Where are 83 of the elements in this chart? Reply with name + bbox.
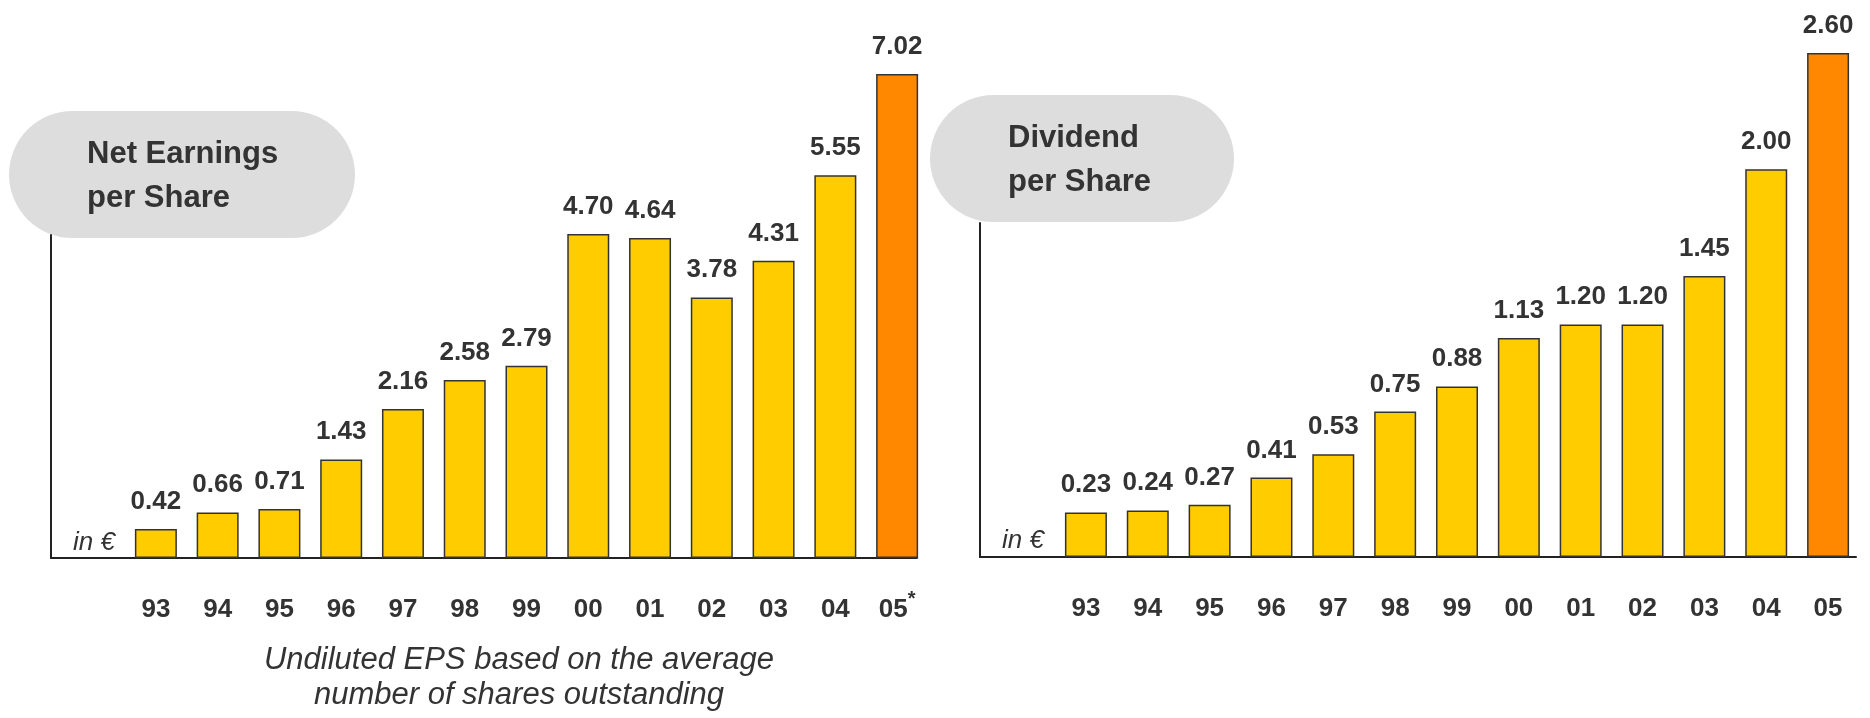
data-label: 0.88 (1431, 342, 1483, 373)
bar (1064, 512, 1107, 557)
x-tick-label: 94 (1133, 592, 1163, 622)
data-label: 1.20 (1617, 280, 1668, 311)
data-label: 0.42 (130, 485, 182, 516)
data-label: 0.27 (1184, 460, 1235, 491)
data-label: 0.23 (1060, 468, 1112, 499)
bar (690, 297, 733, 558)
bar (1807, 53, 1850, 557)
x-tick-label: 01 (635, 593, 665, 623)
bar (381, 409, 424, 558)
data-label: 2.60 (1802, 9, 1854, 39)
x-tick-label: 96 (326, 593, 356, 623)
bar (1250, 477, 1293, 557)
data-label: 0.41 (1246, 433, 1297, 464)
x-tick-label: 00 (1504, 592, 1534, 622)
x-tick-label: 99 (512, 593, 541, 623)
bar (443, 380, 486, 558)
bar (258, 509, 301, 558)
text: Undiluted EPS based on the average number of shares outstanding (262, 641, 776, 711)
data-label: 1.43 (315, 415, 367, 446)
x-tick-label: 98 (450, 593, 480, 623)
data-label: 4.31 (748, 216, 799, 247)
x-tick-label: 95 (264, 593, 294, 623)
bar (134, 529, 177, 558)
bar (1312, 454, 1355, 557)
x-tick-label: 97 (388, 593, 418, 623)
bar (1497, 337, 1540, 557)
bar (876, 74, 919, 558)
x-tick-label: 95 (1195, 592, 1225, 622)
data-label: 2.79 (501, 321, 552, 352)
bar (752, 260, 795, 558)
bar (629, 238, 672, 558)
data-label: 1.20 (1555, 280, 1606, 311)
data-label: 0.71 (254, 465, 305, 496)
x-tick-label: 05 (1813, 592, 1843, 622)
x-tick-label: 94 (203, 593, 233, 623)
x-tick-label: 04 (820, 593, 851, 623)
bar (1683, 275, 1726, 557)
x-tick-label: 96 (1257, 592, 1286, 622)
data-label: 5.55 (810, 131, 861, 162)
x-tick-label: 99 (1442, 592, 1472, 622)
data-label: 4.70 (562, 189, 614, 220)
data-label: 2.58 (439, 336, 491, 367)
bar (320, 459, 363, 558)
x-tick-label: 00 (573, 593, 603, 623)
data-label: 2.00 (1740, 125, 1792, 156)
bar (1745, 169, 1788, 557)
data-label: 1.45 (1679, 231, 1730, 262)
text: Dividend per Share (1008, 118, 1152, 198)
x-tick-label: 97 (1318, 592, 1348, 622)
text: Net Earnings per Share (87, 134, 287, 214)
data-label: 1.13 (1493, 293, 1545, 324)
bar (196, 512, 239, 558)
data-label: 3.78 (686, 253, 738, 284)
x-tick-label: 04 (1751, 592, 1782, 622)
bar (1126, 510, 1169, 557)
bar (567, 233, 610, 558)
x-tick-label: 03 (1689, 592, 1719, 622)
x-tick-label: 98 (1380, 592, 1410, 622)
data-label: 0.24 (1122, 466, 1174, 497)
data-label: 0.53 (1308, 410, 1359, 441)
x-tick-label: 05* (878, 587, 916, 623)
bar (1559, 324, 1602, 557)
x-tick-label: 02 (697, 593, 727, 623)
y-axis-title: in € (1002, 524, 1046, 554)
x-tick-label: 93 (1071, 592, 1101, 622)
bar (505, 365, 548, 558)
data-label: 2.16 (377, 365, 429, 396)
data-label: 4.64 (624, 194, 676, 225)
bar (1188, 504, 1231, 557)
bar (814, 175, 857, 558)
data-label: 7.02 (871, 30, 923, 60)
x-tick-label: 01 (1566, 592, 1596, 622)
x-tick-label: 03 (759, 593, 789, 623)
x-tick-label: 93 (141, 593, 171, 623)
y-axis-title: in € (73, 526, 117, 556)
bar (1374, 411, 1417, 557)
data-label: 0.66 (192, 468, 243, 499)
x-tick-label: 02 (1628, 592, 1657, 622)
bar (1621, 324, 1664, 557)
data-label: 0.75 (1369, 367, 1421, 398)
bar (1436, 386, 1478, 557)
